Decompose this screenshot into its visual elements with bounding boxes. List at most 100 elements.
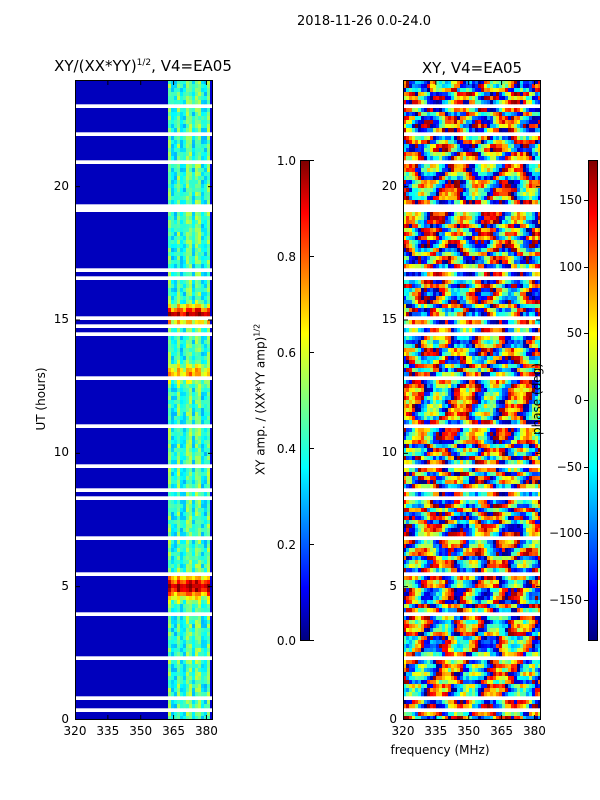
amp-cell — [195, 280, 199, 285]
amp-cell — [192, 348, 196, 353]
phase-cell — [436, 212, 440, 217]
amp-cell — [183, 256, 187, 261]
phase-cell — [424, 156, 428, 161]
amp-cell — [180, 272, 184, 277]
phase-cell — [445, 256, 449, 261]
amp-cell — [192, 580, 196, 585]
amp-cell — [168, 352, 172, 357]
phase-cell — [472, 348, 476, 353]
phase-cell — [403, 248, 407, 253]
phase-cell — [493, 224, 497, 229]
phase-cell — [484, 216, 488, 221]
phase-cell — [433, 308, 437, 313]
phase-cell — [472, 328, 476, 333]
amp-cell — [171, 444, 175, 449]
amp-cell — [201, 664, 205, 669]
amp-cell — [210, 588, 213, 593]
amp-cell — [204, 540, 208, 545]
phase-cell — [502, 256, 506, 261]
amp-cell — [192, 368, 196, 373]
phase-cell — [508, 164, 512, 169]
amp-cell — [210, 576, 213, 581]
amp-cell — [207, 352, 211, 357]
amp-cell — [192, 608, 196, 613]
phase-cell — [457, 228, 461, 233]
phase-cell — [478, 128, 482, 133]
amp-cell — [192, 672, 196, 677]
phase-cell — [490, 120, 494, 125]
phase-cell — [439, 216, 443, 221]
phase-cell — [403, 280, 407, 285]
amp-cell — [192, 356, 196, 361]
phase-cell — [526, 196, 530, 201]
phase-cell — [502, 100, 506, 105]
amp-cell — [183, 664, 187, 669]
amp-cell — [168, 544, 172, 549]
phase-cell — [430, 340, 434, 345]
phase-cell — [532, 344, 536, 349]
amp-cell — [180, 644, 184, 649]
amp-cell — [75, 660, 169, 665]
amp-cell — [201, 548, 205, 553]
phase-cell — [532, 240, 536, 245]
phase-cell — [451, 136, 455, 141]
phase-cell — [529, 180, 533, 185]
phase-cell — [418, 320, 422, 325]
phase-cell — [487, 112, 491, 117]
phase-cell — [403, 156, 407, 161]
phase-cell — [451, 164, 455, 169]
amp-cell — [192, 296, 196, 301]
phase-cell — [460, 108, 464, 113]
phase-cell — [409, 304, 413, 309]
phase-cell — [466, 320, 470, 325]
amp-cell — [168, 236, 172, 241]
amp-cell — [198, 280, 202, 285]
amp-cell — [201, 616, 205, 621]
amp-cell — [198, 532, 202, 537]
amp-cell — [177, 388, 181, 393]
phase-cell — [430, 348, 434, 353]
amp-cell — [204, 680, 208, 685]
amp-cell — [210, 184, 213, 189]
amp-cell — [180, 300, 184, 305]
phase-cell — [493, 340, 497, 345]
phase-cell — [406, 84, 410, 89]
amp-cell — [174, 156, 178, 161]
amp-cell — [171, 396, 175, 401]
amp-cell — [171, 100, 175, 105]
amp-cell — [183, 604, 187, 609]
amp-cell — [207, 240, 211, 245]
phase-cell — [472, 80, 476, 85]
phase-cell — [445, 88, 449, 93]
phase-cell — [451, 108, 455, 113]
phase-cell — [430, 100, 434, 105]
phase-cell — [403, 348, 407, 353]
phase-cell — [493, 256, 497, 261]
amp-cell — [168, 88, 172, 93]
amp-cell — [210, 568, 213, 573]
amp-cell — [177, 508, 181, 513]
phase-cell — [460, 224, 464, 229]
amp-cell — [192, 96, 196, 101]
amp-cell — [174, 304, 178, 309]
phase-cell — [496, 212, 500, 217]
phase-cell — [424, 348, 428, 353]
amp-cell — [210, 516, 213, 521]
phase-cell — [469, 328, 473, 333]
phase-cell — [466, 304, 470, 309]
phase-cell — [442, 80, 446, 85]
amp-cell — [168, 224, 172, 229]
amp-cell — [174, 244, 178, 249]
amp-cell — [195, 384, 199, 389]
amp-cell — [198, 112, 202, 117]
phase-cell — [436, 228, 440, 233]
phase-cell — [451, 168, 455, 173]
phase-cell — [490, 172, 494, 177]
amp-cell — [195, 100, 199, 105]
phase-cell — [412, 340, 416, 345]
amp-cell — [174, 120, 178, 125]
amp-cell — [177, 336, 181, 341]
phase-cell — [424, 296, 428, 301]
amp-cell — [210, 304, 213, 309]
amp-cell — [189, 152, 193, 157]
